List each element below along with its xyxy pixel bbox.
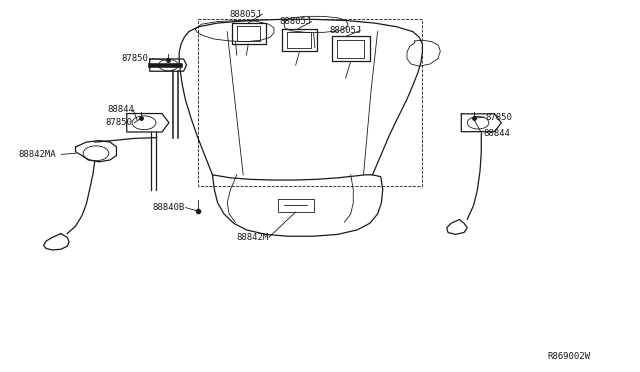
Text: 88844: 88844 bbox=[108, 105, 134, 114]
Text: 88842M: 88842M bbox=[237, 233, 269, 242]
Text: 88840B: 88840B bbox=[152, 203, 184, 212]
Text: 87850: 87850 bbox=[485, 113, 512, 122]
Text: 88844: 88844 bbox=[483, 129, 510, 138]
Text: 88805J: 88805J bbox=[280, 17, 312, 26]
Text: R869002W: R869002W bbox=[547, 352, 590, 361]
Text: 88842MA: 88842MA bbox=[18, 150, 56, 159]
Text: 87850: 87850 bbox=[106, 118, 132, 127]
Text: 88805J: 88805J bbox=[229, 10, 261, 19]
Text: 87850: 87850 bbox=[122, 54, 148, 63]
Text: 88805J: 88805J bbox=[330, 26, 362, 35]
